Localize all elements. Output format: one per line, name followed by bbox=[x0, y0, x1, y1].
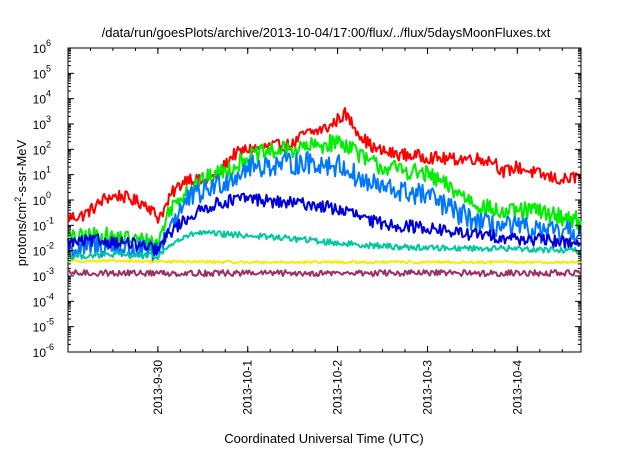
plot-frame bbox=[67, 47, 582, 353]
y-tick-label-base: 10 bbox=[33, 169, 47, 183]
y-tick-label-base: 10 bbox=[33, 270, 47, 284]
y-tick-label-base: 10 bbox=[33, 143, 47, 157]
ticks-layer: 10-610-510-410-310-210-11001011021031041… bbox=[33, 38, 581, 415]
y-tick-label: 101 bbox=[33, 165, 51, 183]
series-line bbox=[67, 192, 582, 257]
y-tick-label: 10-3 bbox=[33, 266, 54, 284]
series-line bbox=[67, 133, 582, 252]
y-tick-label-exponent: -4 bbox=[46, 291, 54, 301]
y-tick-label: 10-5 bbox=[33, 317, 54, 335]
series-line bbox=[67, 229, 582, 261]
y-tick-label-base: 10 bbox=[33, 295, 47, 309]
y-tick-label-base: 10 bbox=[33, 321, 47, 335]
y-axis-label: protons/cm2-s-sr-MeV bbox=[13, 139, 29, 266]
y-tick-label-base: 10 bbox=[33, 245, 47, 259]
series-line bbox=[67, 269, 582, 278]
y-tick-label-base: 10 bbox=[33, 219, 47, 233]
series-line bbox=[67, 107, 582, 224]
x-tick-label: 2013-10-2 bbox=[331, 360, 345, 415]
series-layer bbox=[67, 107, 582, 278]
y-tick-label: 106 bbox=[33, 38, 51, 56]
y-tick-label-base: 10 bbox=[33, 118, 47, 132]
y-tick-label: 10-6 bbox=[33, 342, 54, 360]
y-tick-label-base: 10 bbox=[33, 194, 47, 208]
y-tick-label: 10-4 bbox=[33, 291, 54, 309]
y-tick-label: 103 bbox=[33, 114, 51, 132]
x-tick-label: 2013-10-1 bbox=[241, 360, 255, 415]
x-tick-label: 2013-10-3 bbox=[420, 360, 434, 415]
y-tick-label-exponent: -2 bbox=[46, 241, 54, 251]
series-line bbox=[67, 258, 582, 265]
y-tick-label-base: 10 bbox=[33, 93, 47, 107]
y-tick-label: 10-1 bbox=[33, 215, 54, 233]
y-tick-label-exponent: 6 bbox=[46, 38, 51, 48]
y-tick-label-exponent: 1 bbox=[46, 165, 51, 175]
y-tick-label: 100 bbox=[33, 190, 51, 208]
y-tick-label-exponent: 4 bbox=[46, 89, 51, 99]
y-tick-label-base: 10 bbox=[33, 346, 47, 360]
y-axis-label-main: protons/cm bbox=[14, 202, 29, 266]
y-tick-label-base: 10 bbox=[33, 42, 47, 56]
y-tick-label: 102 bbox=[33, 139, 51, 157]
x-tick-label: 2013-10-4 bbox=[510, 360, 524, 415]
y-tick-label-exponent: 3 bbox=[46, 114, 51, 124]
y-tick-label: 10-2 bbox=[33, 241, 54, 259]
y-tick-label-exponent: 5 bbox=[46, 63, 51, 73]
y-tick-label-exponent: 0 bbox=[46, 190, 51, 200]
chart-title: /data/run/goesPlots/archive/2013-10-04/1… bbox=[102, 25, 551, 40]
y-tick-label-exponent: 2 bbox=[46, 139, 51, 149]
x-tick-label: 2013-9-30 bbox=[151, 360, 165, 415]
y-tick-label: 105 bbox=[33, 63, 51, 81]
x-axis-label: Coordinated Universal Time (UTC) bbox=[224, 431, 423, 446]
y-tick-label-exponent: -6 bbox=[46, 342, 54, 352]
y-tick-label-exponent: -3 bbox=[46, 266, 54, 276]
y-axis-label-superscript: 2 bbox=[13, 197, 23, 202]
y-axis-label-suffix: -s-sr-MeV bbox=[14, 139, 29, 196]
y-tick-label: 104 bbox=[33, 89, 51, 107]
y-tick-label-exponent: -1 bbox=[46, 215, 54, 225]
y-tick-label-exponent: -5 bbox=[46, 317, 54, 327]
y-tick-label-base: 10 bbox=[33, 67, 47, 81]
